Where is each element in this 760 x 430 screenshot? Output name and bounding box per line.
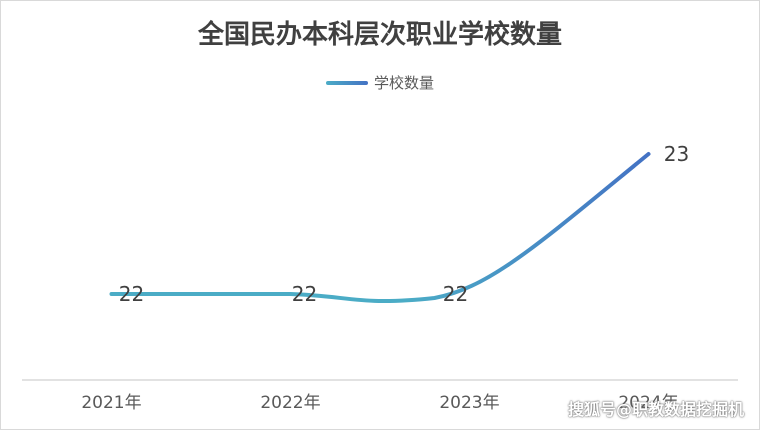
data-label: 23 <box>664 142 689 166</box>
x-tick-label: 2022年 <box>260 393 320 413</box>
chart-title: 全国民办本科层次职业学校数量 <box>197 20 562 50</box>
watermark: 搜狐号@职教数据挖掘机 <box>567 400 744 419</box>
data-label: 22 <box>292 282 317 306</box>
legend: 学校数量 <box>0 72 760 93</box>
data-label: 22 <box>119 282 144 306</box>
series-line <box>109 152 651 304</box>
x-tick-label: 2021年 <box>81 393 141 413</box>
legend-swatch <box>325 80 368 85</box>
x-tick-label: 2023年 <box>439 393 499 413</box>
legend-label: 学校数量 <box>373 74 434 92</box>
data-label: 22 <box>443 282 468 306</box>
x-tick-label: 2024年 <box>618 393 678 413</box>
